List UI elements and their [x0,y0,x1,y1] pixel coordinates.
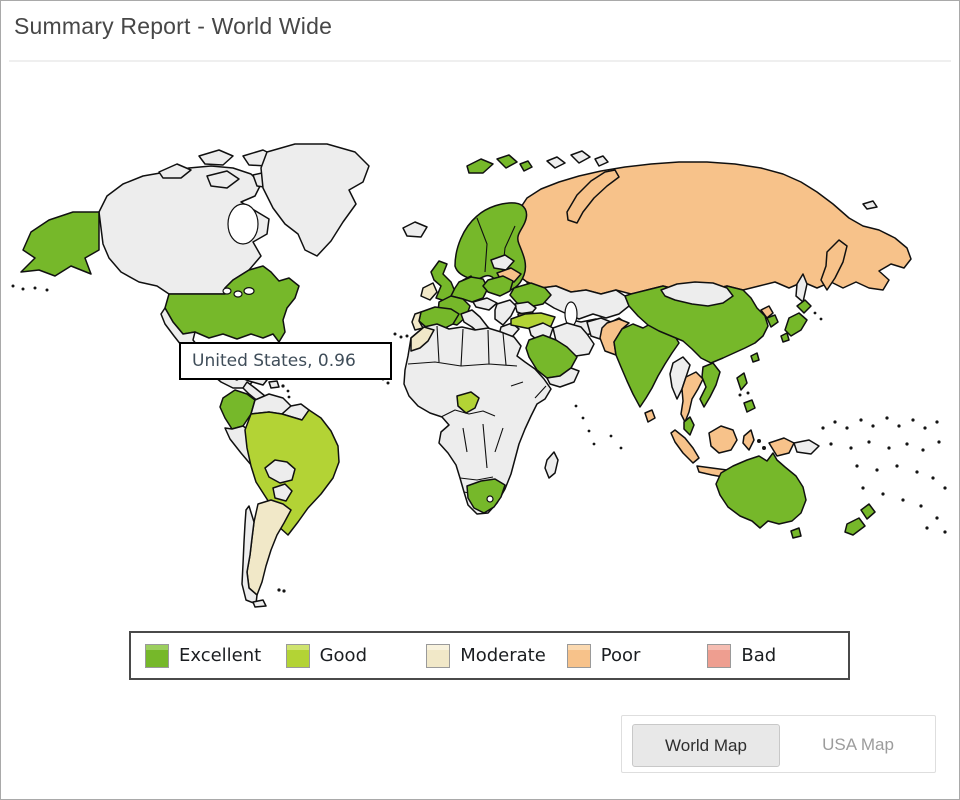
island-wrangel [862,200,878,210]
island-tasmania [790,527,802,539]
country-vietnam[interactable] [699,362,721,408]
country-paraguay[interactable] [272,483,293,502]
molucca-dots [757,439,766,450]
title-divider [9,60,951,62]
country-argentina[interactable] [246,499,292,596]
legend-swatch-moderate [426,643,451,668]
country-nigeria[interactable] [456,391,480,414]
legend-label: Poor [600,645,641,666]
country-bolivia[interactable] [264,459,296,484]
falkland-dots [277,588,286,593]
hudson-bay [227,203,259,245]
country-ukraine[interactable] [509,282,552,308]
region-alaska[interactable] [20,211,100,277]
page-title: Summary Report - World Wide [14,13,333,39]
country-malaysia[interactable] [683,416,695,436]
country-lesotho [486,495,494,503]
usa-map-button[interactable]: USA Map [822,734,894,754]
country-philippines[interactable] [736,372,756,413]
map-legend: Excellent Good Moderate Poor Bad [129,631,850,680]
country-taiwan[interactable] [750,352,760,363]
country-russia[interactable] [510,161,912,295]
indian-ocean-dots [574,404,623,450]
legend-label: Excellent [179,645,262,666]
country-thailand[interactable] [680,371,704,423]
aleutian-dots [11,284,49,292]
legend-swatch-poor [566,643,591,668]
region-balkans[interactable] [494,299,517,326]
country-colombia[interactable] [219,389,256,430]
africa-borders [407,325,547,496]
legend-item-bad: Bad [707,643,848,668]
legend-item-moderate: Moderate [426,643,567,668]
legend-swatch-bad [707,643,732,668]
legend-label: Bad [741,645,777,666]
island-tierra-del-fuego [252,599,267,608]
region-kamchatka [820,239,848,291]
legend-swatch-good [285,643,310,668]
legend-label: Good [319,645,367,666]
country-greenland[interactable] [260,143,370,257]
map-tooltip-text: United States, 0.96 [192,351,356,371]
world-map[interactable] [11,76,951,621]
country-south-korea[interactable] [766,314,779,328]
region-africa[interactable] [403,323,552,515]
country-poland[interactable] [482,275,514,297]
legend-swatch-excellent [145,643,169,668]
legend-item-poor: Poor [566,643,708,668]
map-view-toggle: World Map USA Map [621,715,936,773]
region-novaya-zemlya [566,169,620,224]
legend-label: Moderate [460,645,546,666]
region-svalbard[interactable] [466,154,533,174]
world-map-button[interactable]: World Map [632,724,780,767]
great-lakes [222,287,255,298]
island-sulawesi[interactable] [742,429,755,451]
region-west-papua[interactable] [768,437,795,457]
country-papua-new-guinea[interactable] [793,439,820,455]
country-sri-lanka[interactable] [644,409,656,423]
pacific-island-dots [821,416,947,534]
country-mongolia[interactable] [660,281,734,307]
country-australia[interactable] [715,452,807,529]
country-morocco[interactable] [410,326,435,352]
map-tooltip: United States, 0.96 [179,342,392,380]
legend-item-excellent: Excellent [145,643,286,668]
country-north-korea[interactable] [760,305,774,319]
island-hispaniola[interactable] [268,380,280,389]
country-japan[interactable] [780,299,812,343]
country-ireland[interactable] [420,282,438,301]
country-iceland[interactable] [402,221,428,238]
country-madagascar[interactable] [544,451,559,479]
region-franz-josef [546,150,609,169]
country-south-africa[interactable] [466,478,506,514]
country-new-zealand[interactable] [844,503,876,536]
region-czech-austria[interactable] [472,297,498,311]
region-baltics[interactable] [490,254,515,271]
island-sakhalin [795,273,808,303]
island-borneo[interactable] [708,425,738,454]
country-kazakhstan[interactable] [526,281,630,320]
region-yemen-oman[interactable] [546,367,580,388]
island-sumatra[interactable] [670,429,700,464]
country-united-states[interactable] [164,265,300,343]
legend-item-good: Good [285,643,427,668]
country-spain[interactable] [418,306,460,331]
